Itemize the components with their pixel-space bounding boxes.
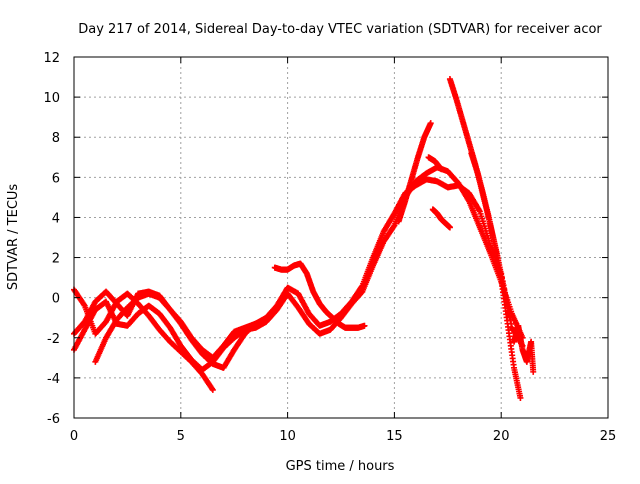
data-points (71, 76, 537, 401)
data-point (517, 394, 524, 401)
data-point (427, 120, 434, 127)
plot-frame (73, 56, 609, 419)
data-point (263, 316, 270, 323)
y-tick-label: 8 (52, 131, 60, 146)
data-point (506, 314, 513, 321)
x-tick-label: 0 (70, 429, 78, 444)
chart-title: Day 217 of 2014, Sidereal Day-to-day VTE… (78, 22, 602, 37)
x-tick-label: 25 (600, 429, 617, 444)
data-point (530, 368, 537, 375)
series-track-e (271, 260, 368, 331)
y-tick-label: -4 (47, 372, 60, 387)
x-tick-label: 20 (493, 429, 510, 444)
data-point (209, 386, 216, 393)
data-point (446, 224, 453, 231)
grid-layer (74, 57, 608, 418)
series-track-a (71, 176, 526, 361)
series-track-f (395, 120, 434, 225)
y-tick-label: -2 (47, 332, 60, 347)
y-axis-label: SDTVAR / TECUs (6, 184, 21, 291)
series-track-d (92, 290, 270, 371)
x-axis-label: GPS time / hours (286, 459, 395, 474)
series-track-k (425, 154, 445, 173)
data-point (361, 322, 368, 329)
data-point (438, 166, 445, 173)
y-tick-label: 4 (52, 211, 60, 226)
series-track-j (429, 206, 453, 231)
series-track-c (71, 286, 216, 393)
y-tick-label: -6 (47, 412, 60, 427)
y-tick-label: 12 (43, 51, 60, 66)
series-track-h (468, 150, 513, 321)
x-tick-label: 15 (386, 429, 403, 444)
x-tick-label: 10 (279, 429, 296, 444)
x-tick-label: 5 (177, 429, 185, 444)
y-tick-label: 6 (52, 171, 60, 186)
series-track-b (71, 164, 526, 373)
series-track-i (511, 322, 537, 375)
axis-ticks: 0 5 10 15 20 25 -6 -4 -2 0 2 4 6 8 10 12 (43, 51, 616, 444)
y-tick-label: 10 (43, 91, 60, 106)
y-tick-label: 0 (52, 292, 60, 307)
y-tick-label: 2 (52, 252, 60, 267)
